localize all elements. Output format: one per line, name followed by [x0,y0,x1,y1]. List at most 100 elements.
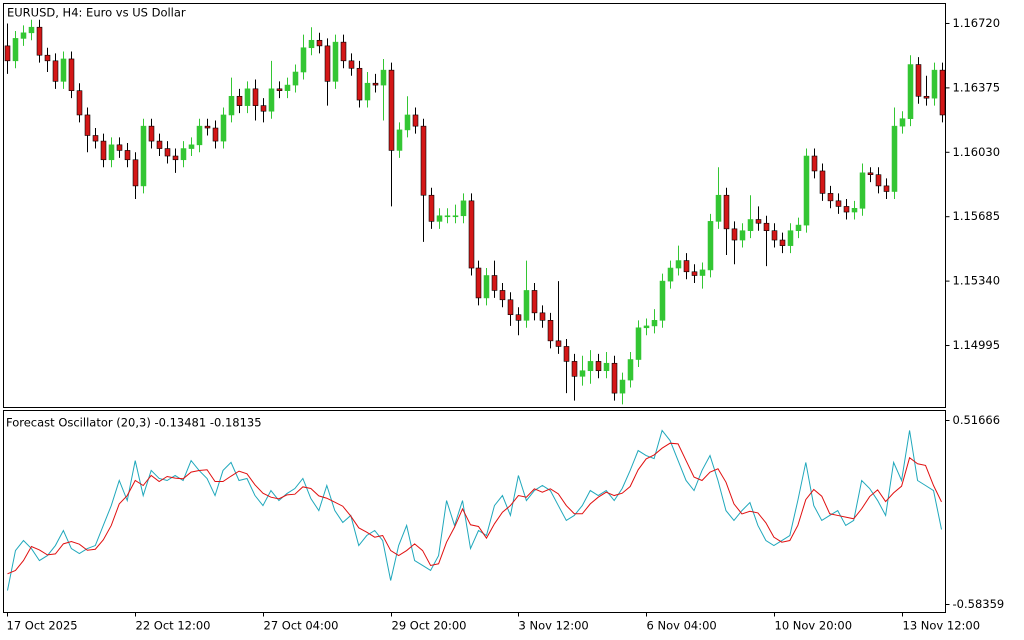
x-tick-label: 27 Oct 04:00 [264,619,339,633]
candle-body [156,140,163,149]
candle-body [659,280,666,321]
candle-body [923,95,930,99]
candle-body [44,54,51,62]
candle-body [68,58,75,91]
candle-body [428,194,435,222]
candle-body [76,90,83,116]
candle-body [739,230,746,241]
candle-body [324,45,331,82]
candle-body [124,150,131,161]
candle-body [396,129,403,151]
candle-body [308,39,315,49]
candle-body [100,140,107,161]
candle-body [827,193,834,202]
candle-body [436,215,443,222]
candle-body [108,144,115,161]
candle-body [276,88,283,91]
candle-body [763,222,770,232]
candle-body [859,172,866,209]
candle-body [803,155,810,226]
candle-body [939,69,946,116]
candle-body [52,60,59,82]
candle-body [779,239,786,246]
candle-body [883,185,890,192]
candle-body [172,155,179,161]
candle-body [180,148,187,161]
candle-body [20,32,27,39]
candle-body [148,125,155,142]
x-tick-label: 17 Oct 2025 [7,619,78,633]
candle-body [268,88,275,112]
candle-body [611,362,618,394]
candle-body [555,340,562,347]
candle-body [643,325,650,329]
candle-body [931,69,938,99]
candle-body [683,260,690,273]
candle-body [132,159,139,187]
candle-body [228,95,235,116]
candle-body [92,135,99,142]
candle-body [348,60,355,69]
candle-body [499,290,506,301]
candle-body [364,82,371,101]
candle-body [412,114,419,127]
candle-body [60,58,67,82]
candle-body [715,194,722,222]
candle-body [867,172,874,175]
candle-body [204,125,211,129]
candle-body [36,26,43,56]
candle-body [356,67,363,101]
candle-body [795,224,802,232]
candle-body [4,45,11,62]
x-tick-label: 3 Nov 12:00 [519,619,589,633]
candle-body [843,206,850,213]
candle-body [651,320,658,327]
candle-body [164,148,171,157]
x-tick-label: 10 Nov 20:00 [775,619,853,633]
candle-body [196,125,203,146]
candle-body [292,71,299,86]
y-tick-label: 1.16720 [953,16,1001,30]
y-tick-label: 1.16030 [953,145,1001,159]
candle-body [539,312,546,321]
candle-body [731,228,738,241]
candle-body [188,144,195,149]
candle-body [547,320,554,342]
candle-body [595,361,602,372]
candle-body [523,290,530,321]
candle-body [140,125,147,187]
price-panel-frame [3,3,946,408]
y-tick-label: 1.15340 [953,274,1001,288]
x-tick-label: 29 Oct 20:00 [392,619,467,633]
candle-body [811,155,818,172]
candle-body [587,361,594,372]
candle-body [444,215,451,218]
candle-body [891,125,898,192]
candle-body [260,105,267,112]
candle-body [220,114,227,142]
candle-body [723,194,730,230]
candle-body [667,267,674,282]
candle-body [851,208,858,213]
candle-body [468,200,475,269]
candle-body [372,82,379,86]
candle-body [475,267,482,299]
candle-body [483,275,490,299]
candle-body [875,174,882,187]
candle-body [627,359,634,381]
y-tick-label: 1.16375 [953,80,1001,94]
candle-body [603,362,610,372]
chart-title: EURUSD, H4: Euro vs US Dollar [7,6,186,20]
candle-body [747,219,754,232]
candle-body [571,361,578,377]
oscillator-line [7,442,942,575]
candle-body [332,41,339,82]
candle-body [515,314,522,321]
indicator-title: Forecast Oscillator (20,3) -0.13481 -0.1… [6,416,262,430]
candle-body [619,379,626,394]
candle-body [491,275,498,291]
x-tick-label: 6 Nov 04:00 [647,619,717,633]
oscillator-panel-frame [3,410,946,613]
